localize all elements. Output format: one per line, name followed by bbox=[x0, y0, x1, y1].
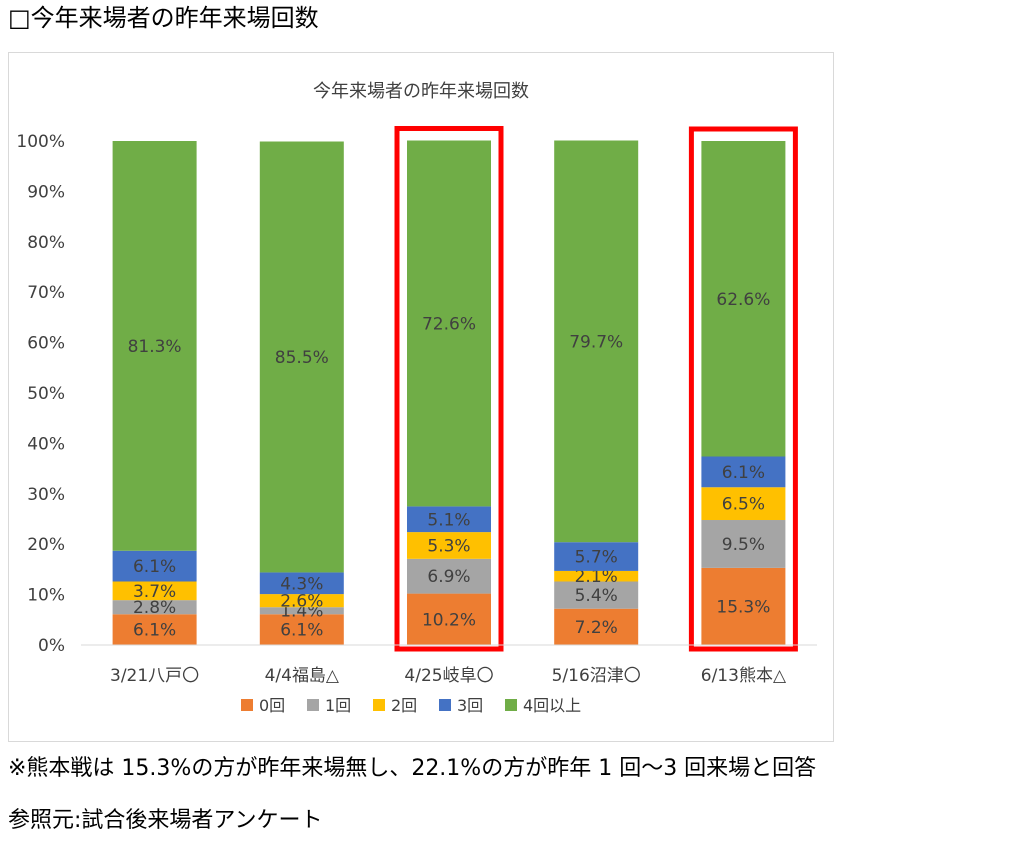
legend-label: 3回 bbox=[457, 696, 483, 715]
chart-frame: 今年来場者の昨年来場回数 0% 10% 20% 30% 40% 50% 60% 70% 80% 9… bbox=[8, 52, 834, 742]
x-category-label: 6/13熊本△ bbox=[701, 666, 787, 686]
bar-segment bbox=[112, 614, 197, 645]
bar-segment bbox=[701, 456, 786, 488]
data-label: 4.3% bbox=[280, 574, 323, 594]
x-category-label: 3/21八戸〇 bbox=[110, 666, 199, 686]
data-label: 72.6% bbox=[422, 314, 476, 334]
bar-segment bbox=[112, 141, 197, 551]
data-label: 5.7% bbox=[575, 548, 618, 568]
y-tick-label: 90% bbox=[27, 182, 65, 202]
bar-segment bbox=[259, 141, 344, 573]
bar-segment bbox=[259, 572, 344, 595]
y-tick-label: 20% bbox=[27, 535, 65, 555]
legend-label: 2回 bbox=[391, 696, 417, 715]
highlight-box bbox=[394, 125, 504, 652]
data-label: 6.5% bbox=[722, 495, 765, 515]
legend-swatch bbox=[241, 699, 253, 711]
highlight-box bbox=[688, 126, 798, 652]
chart-title: 今年来場者の昨年来場回数 bbox=[313, 81, 529, 102]
data-label: 85.5% bbox=[275, 348, 329, 368]
data-label: 3.7% bbox=[133, 582, 176, 602]
data-label: 2.1% bbox=[575, 567, 618, 587]
legend-swatch bbox=[373, 699, 385, 711]
bar-segment bbox=[259, 614, 344, 645]
legend: 0回 1回 2回 3回 4回以上 bbox=[241, 696, 581, 715]
page-heading: □今年来場者の昨年来場回数 bbox=[8, 4, 319, 32]
y-tick-label: 70% bbox=[27, 283, 65, 303]
bar-segment bbox=[554, 542, 639, 571]
bar-segment bbox=[407, 532, 491, 559]
x-category-label: 4/25岐阜〇 bbox=[404, 666, 493, 686]
bars: 6.1%2.8%3.7%6.1%81.3%6.1%1.4%2.6%4.3%85.… bbox=[112, 125, 798, 652]
stacked-bar-chart: 今年来場者の昨年来場回数 0% 10% 20% 30% 40% 50% 60% 70% 80% 9… bbox=[16, 81, 817, 715]
data-label: 62.6% bbox=[716, 290, 770, 310]
data-label: 2.8% bbox=[133, 598, 176, 618]
data-label: 6.9% bbox=[427, 567, 470, 587]
bar-segment bbox=[554, 570, 639, 582]
x-category-label: 5/16沼津〇 bbox=[552, 666, 641, 686]
legend-swatch bbox=[439, 699, 451, 711]
data-label: 7.2% bbox=[575, 618, 618, 638]
bar-segment bbox=[407, 558, 491, 594]
data-label: 5.4% bbox=[575, 586, 618, 606]
y-axis: 0% 10% 20% 30% 40% 50% 60% 70% 80% 90% 100% bbox=[16, 132, 65, 656]
y-tick-label: 80% bbox=[27, 233, 65, 253]
legend-label: 4回以上 bbox=[523, 696, 581, 715]
y-tick-label: 100% bbox=[16, 132, 65, 152]
y-tick-label: 50% bbox=[27, 384, 65, 404]
data-label: 9.5% bbox=[722, 535, 765, 555]
bar-segment bbox=[554, 608, 639, 645]
legend-label: 1回 bbox=[325, 696, 351, 715]
data-label: 79.7% bbox=[569, 332, 623, 352]
y-tick-label: 60% bbox=[27, 334, 65, 354]
x-axis: 3/21八戸〇 4/4福島△ 4/25岐阜〇 5/16沼津〇 6/13熊本△ bbox=[81, 644, 817, 686]
data-label: 10.2% bbox=[422, 610, 476, 630]
bar-segment bbox=[112, 600, 197, 615]
legend-label: 0回 bbox=[259, 696, 285, 715]
bar-segment bbox=[701, 141, 786, 457]
data-label: 5.1% bbox=[427, 510, 470, 530]
y-tick-label: 40% bbox=[27, 434, 65, 454]
data-label: 81.3% bbox=[128, 337, 182, 357]
bar-segment bbox=[701, 520, 786, 568]
bar-segment bbox=[554, 581, 639, 609]
y-tick-label: 0% bbox=[38, 636, 65, 656]
bar-segment bbox=[407, 506, 491, 533]
bar-segment bbox=[259, 594, 344, 608]
data-label: 6.1% bbox=[133, 621, 176, 641]
y-tick-label: 10% bbox=[27, 586, 65, 606]
data-label: 6.1% bbox=[722, 463, 765, 483]
bar-segment bbox=[112, 581, 197, 601]
data-label: 15.3% bbox=[716, 597, 770, 617]
bar-segment bbox=[259, 607, 344, 615]
legend-swatch bbox=[307, 699, 319, 711]
y-tick-label: 30% bbox=[27, 485, 65, 505]
legend-swatch bbox=[505, 699, 517, 711]
bar-segment bbox=[407, 593, 491, 645]
bar-segment bbox=[112, 550, 197, 582]
x-category-label: 4/4福島△ bbox=[265, 666, 340, 686]
bar-segment bbox=[701, 487, 786, 521]
data-label: 5.3% bbox=[427, 536, 470, 556]
source-note: 参照元:試合後来場者アンケート bbox=[8, 808, 323, 833]
footnote: ※熊本戦は 15.3%の方が昨年来場無し、22.1%の方が昨年 1 回～3 回来… bbox=[8, 756, 817, 781]
data-label: 6.1% bbox=[133, 557, 176, 577]
bar-segment bbox=[554, 140, 639, 543]
data-label: 6.1% bbox=[280, 621, 323, 641]
bar-segment bbox=[407, 140, 491, 507]
data-label: 2.6% bbox=[280, 592, 323, 612]
bar-segment bbox=[701, 567, 786, 645]
